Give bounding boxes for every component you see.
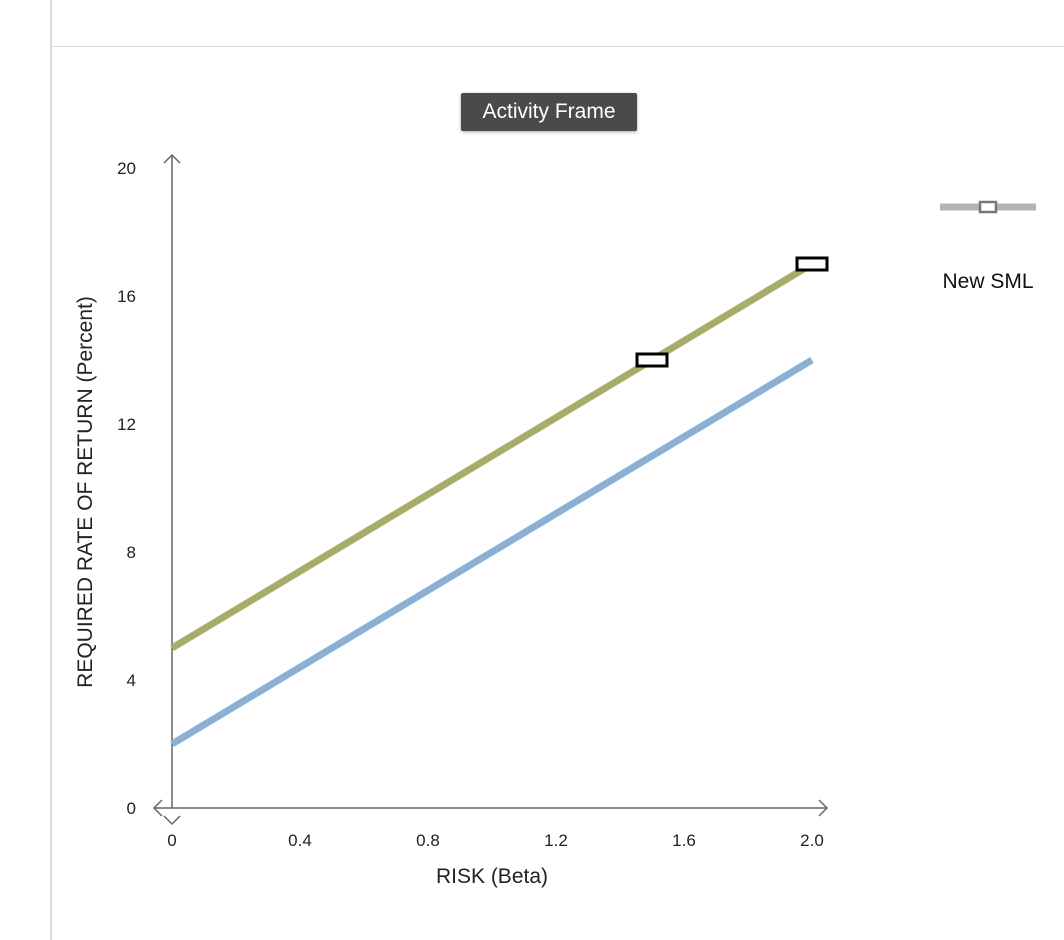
draggable-point-marker[interactable] bbox=[795, 256, 829, 272]
legend: New SML bbox=[940, 200, 1036, 293]
y-axis-title: REQUIRED RATE OF RETURN (Percent) bbox=[74, 296, 97, 688]
point-markers[interactable] bbox=[635, 256, 829, 368]
panel-left-border bbox=[50, 0, 52, 940]
sml-line-1 bbox=[170, 260, 814, 652]
x-axis-title: RISK (Beta) bbox=[436, 865, 548, 888]
x-axis-left-arrow-icon bbox=[152, 799, 163, 817]
x-tick-label: 0 bbox=[167, 831, 176, 850]
y-tick-label: 12 bbox=[117, 415, 136, 434]
sml-line-2 bbox=[170, 356, 814, 748]
activity-frame-badge: Activity Frame bbox=[461, 93, 637, 131]
y-tick-label: 8 bbox=[127, 543, 136, 562]
x-tick-label: 1.6 bbox=[672, 831, 696, 850]
y-tick-labels: 0 4 8 12 16 20 bbox=[117, 159, 136, 818]
y-axis-arrow-icon bbox=[163, 153, 181, 164]
panel-top-divider bbox=[52, 46, 1064, 47]
x-tick-label: 2.0 bbox=[800, 831, 824, 850]
series-lines bbox=[170, 260, 814, 748]
x-tick-label: 0.4 bbox=[288, 831, 312, 850]
x-tick-labels: 0 0.4 0.8 1.2 1.6 2.0 bbox=[167, 831, 824, 850]
legend-label: New SML bbox=[942, 270, 1033, 293]
y-tick-label: 16 bbox=[117, 287, 136, 306]
y-tick-label: 20 bbox=[117, 159, 136, 178]
x-tick-label: 1.2 bbox=[544, 831, 568, 850]
x-axis-arrow-icon bbox=[818, 799, 829, 817]
legend-marker-icon bbox=[978, 200, 998, 214]
y-tick-label: 4 bbox=[127, 671, 136, 690]
draggable-point-marker[interactable] bbox=[635, 352, 669, 368]
axes bbox=[152, 153, 829, 826]
y-axis-down-arrow-icon bbox=[163, 815, 181, 826]
y-tick-label: 0 bbox=[127, 799, 136, 818]
x-tick-label: 0.8 bbox=[416, 831, 440, 850]
